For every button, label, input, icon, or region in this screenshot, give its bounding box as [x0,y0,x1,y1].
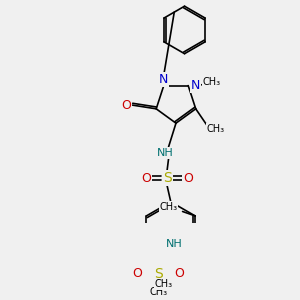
Text: CH₃: CH₃ [159,202,178,212]
Text: S: S [163,171,171,185]
Text: O: O [174,267,184,280]
Text: NH: NH [157,148,173,158]
Text: CH₃: CH₃ [154,279,172,289]
Text: N: N [159,73,168,86]
Text: N: N [191,79,200,92]
Text: CH₃: CH₃ [149,287,167,297]
Text: O: O [183,172,193,184]
Text: O: O [141,172,151,184]
Text: O: O [132,267,142,280]
Text: NH: NH [166,239,183,249]
Text: CH₃: CH₃ [203,77,221,87]
Text: S: S [154,267,163,281]
Text: O: O [122,99,131,112]
Text: CH₃: CH₃ [207,124,225,134]
